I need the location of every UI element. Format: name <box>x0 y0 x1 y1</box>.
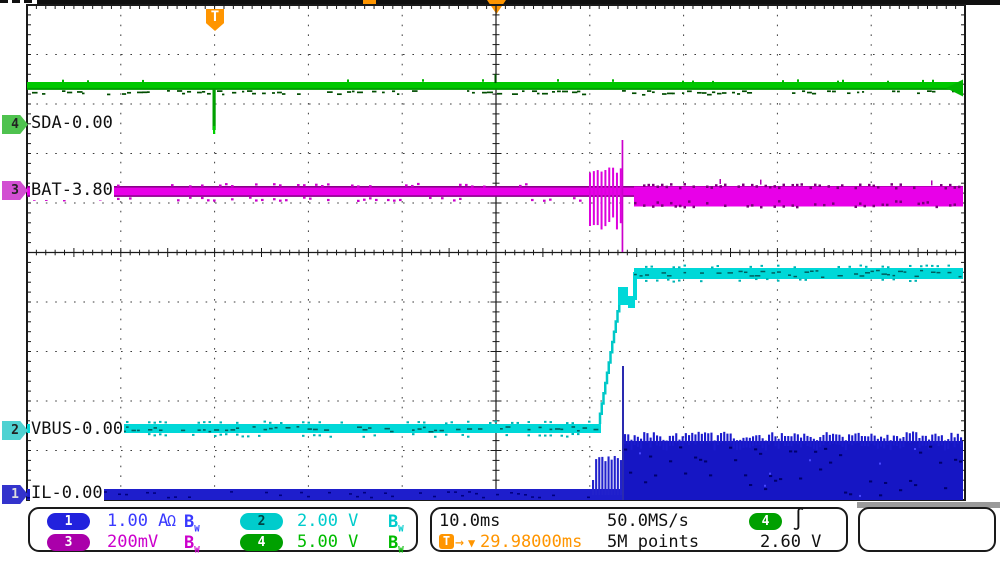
record-length-readout: 5M points <box>607 532 700 552</box>
ch1-scale[interactable]: 1.00 A <box>107 511 169 531</box>
empty-readout-box <box>858 507 996 552</box>
trigger-position-icon: ▼ <box>468 536 476 550</box>
trigger-slope-icon: ∫ <box>792 507 805 531</box>
bw-letter: B <box>184 512 195 532</box>
trigger-time-flag-icon[interactable]: T <box>206 9 224 31</box>
timebase-trigger-readout-box: 10.0ms 50.0MS/s 4 ∫ T → ▼ 29.98000ms 5M … <box>430 507 848 552</box>
trigger-level-readout[interactable]: 2.60 V <box>760 532 822 552</box>
channel-scale-readout-box: 1 1.00 A Ω BW 2 2.00 V BW 3 200mV BW 4 5… <box>28 507 418 555</box>
bw-letter: B <box>388 533 399 553</box>
trigger-icon: T <box>439 534 454 549</box>
waveform-display <box>0 0 1000 501</box>
bw-sub: W <box>398 524 404 535</box>
divider <box>857 502 1000 508</box>
trace-label-bat: BAT-3.80 <box>30 180 114 200</box>
channel-3-position-marker[interactable]: 3 <box>2 181 28 200</box>
bw-sub: W <box>194 545 200 556</box>
ch1-bandwidth-icon: BW <box>184 513 200 539</box>
channel-2-position-marker[interactable]: 2 <box>2 421 28 440</box>
ch2-badge[interactable]: 2 <box>240 513 283 530</box>
bw-sub: W <box>398 545 404 556</box>
trace-label-il: IL-0.00 <box>30 483 104 503</box>
sample-rate-readout: 50.0MS/s <box>607 511 689 531</box>
ch2-scale[interactable]: 2.00 V <box>297 511 359 531</box>
bw-letter: B <box>388 512 399 532</box>
ch3-bandwidth-icon: BW <box>184 534 200 560</box>
ch4-scale[interactable]: 5.00 V <box>297 532 359 552</box>
trigger-position-readout[interactable]: 29.98000ms <box>480 532 583 552</box>
trigger-source-badge[interactable]: 4 <box>749 513 782 530</box>
channel-4-position-marker[interactable]: 4 <box>2 115 28 134</box>
ch3-scale[interactable]: 200mV <box>107 532 159 552</box>
ch1-coupling-icon: Ω <box>167 512 177 530</box>
ch1-badge[interactable]: 1 <box>47 513 90 530</box>
ch4-bandwidth-icon: BW <box>388 534 404 560</box>
bw-sub: W <box>194 524 200 535</box>
ch2-bandwidth-icon: BW <box>388 513 404 539</box>
bw-letter: B <box>184 533 195 553</box>
channel-1-position-marker[interactable]: 1 <box>2 485 28 504</box>
trace-label-vbus: VBUS-0.00 <box>30 419 125 439</box>
ch3-badge[interactable]: 3 <box>47 534 90 551</box>
ch4-badge[interactable]: 4 <box>240 534 283 551</box>
timebase-readout[interactable]: 10.0ms <box>439 511 501 531</box>
trigger-arrow-icon: → <box>455 533 465 551</box>
trace-label-sda: SDA-0.00 <box>31 113 113 133</box>
